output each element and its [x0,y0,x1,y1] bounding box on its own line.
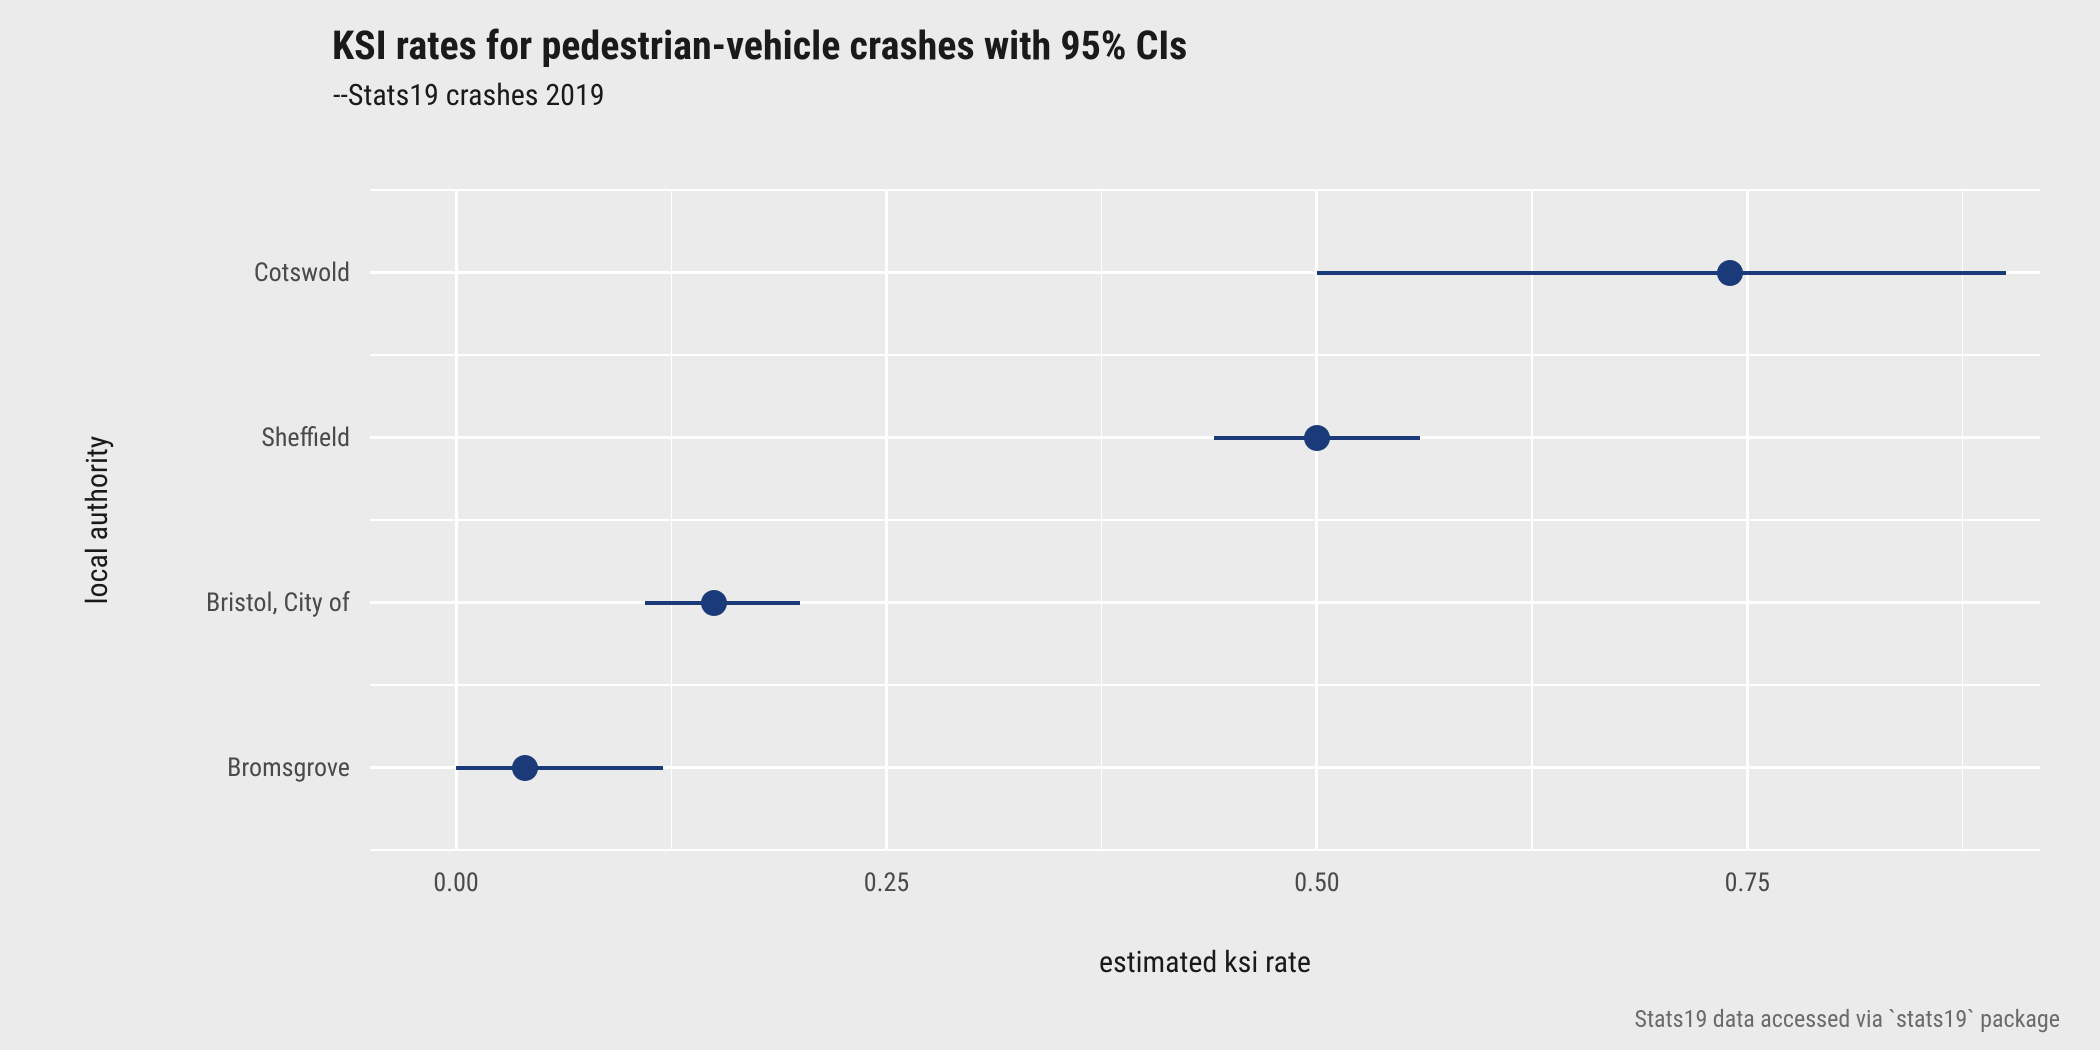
estimate-point [512,755,538,781]
plot-panel [370,190,2040,850]
gridline-vertical-major [1746,190,1749,850]
y-tick-label: Bromsgrove [150,753,350,783]
y-tick-label: Bristol, City of [150,588,350,618]
gridline-horizontal-major [370,601,2040,604]
chart-caption: Stats19 data accessed via `stats19` pack… [1360,1005,2060,1033]
x-tick-label: 0.75 [1725,868,1770,898]
x-tick-label: 0.25 [864,868,909,898]
y-tick-label: Sheffield [150,423,350,453]
ci-line [1317,271,2006,275]
gridline-vertical-minor [671,190,673,850]
gridline-horizontal [370,189,2040,191]
gridline-vertical-major [885,190,888,850]
y-axis-label: local authority [80,340,115,700]
x-axis-label: estimated ksi rate [1005,945,1405,980]
gridline-vertical-major [1315,190,1318,850]
gridline-horizontal-major [370,436,2040,439]
gridline-vertical-minor [1101,190,1103,850]
gridline-horizontal [370,684,2040,686]
gridline-vertical-major [455,190,458,850]
gridline-vertical-minor [1531,190,1533,850]
gridline-horizontal [370,519,2040,521]
estimate-point [1717,260,1743,286]
y-tick-label: Cotswold [150,258,350,288]
gridline-horizontal [370,849,2040,851]
estimate-point [1304,425,1330,451]
x-tick-label: 0.50 [1294,868,1339,898]
chart-title: KSI rates for pedestrian-vehicle crashes… [332,22,1187,69]
chart-container: KSI rates for pedestrian-vehicle crashes… [0,0,2100,1050]
ci-line [456,766,663,770]
x-tick-label: 0.00 [433,868,478,898]
gridline-horizontal [370,354,2040,356]
estimate-point [701,590,727,616]
gridline-vertical-minor [1962,190,1964,850]
chart-subtitle: --Stats19 crashes 2019 [333,78,605,113]
